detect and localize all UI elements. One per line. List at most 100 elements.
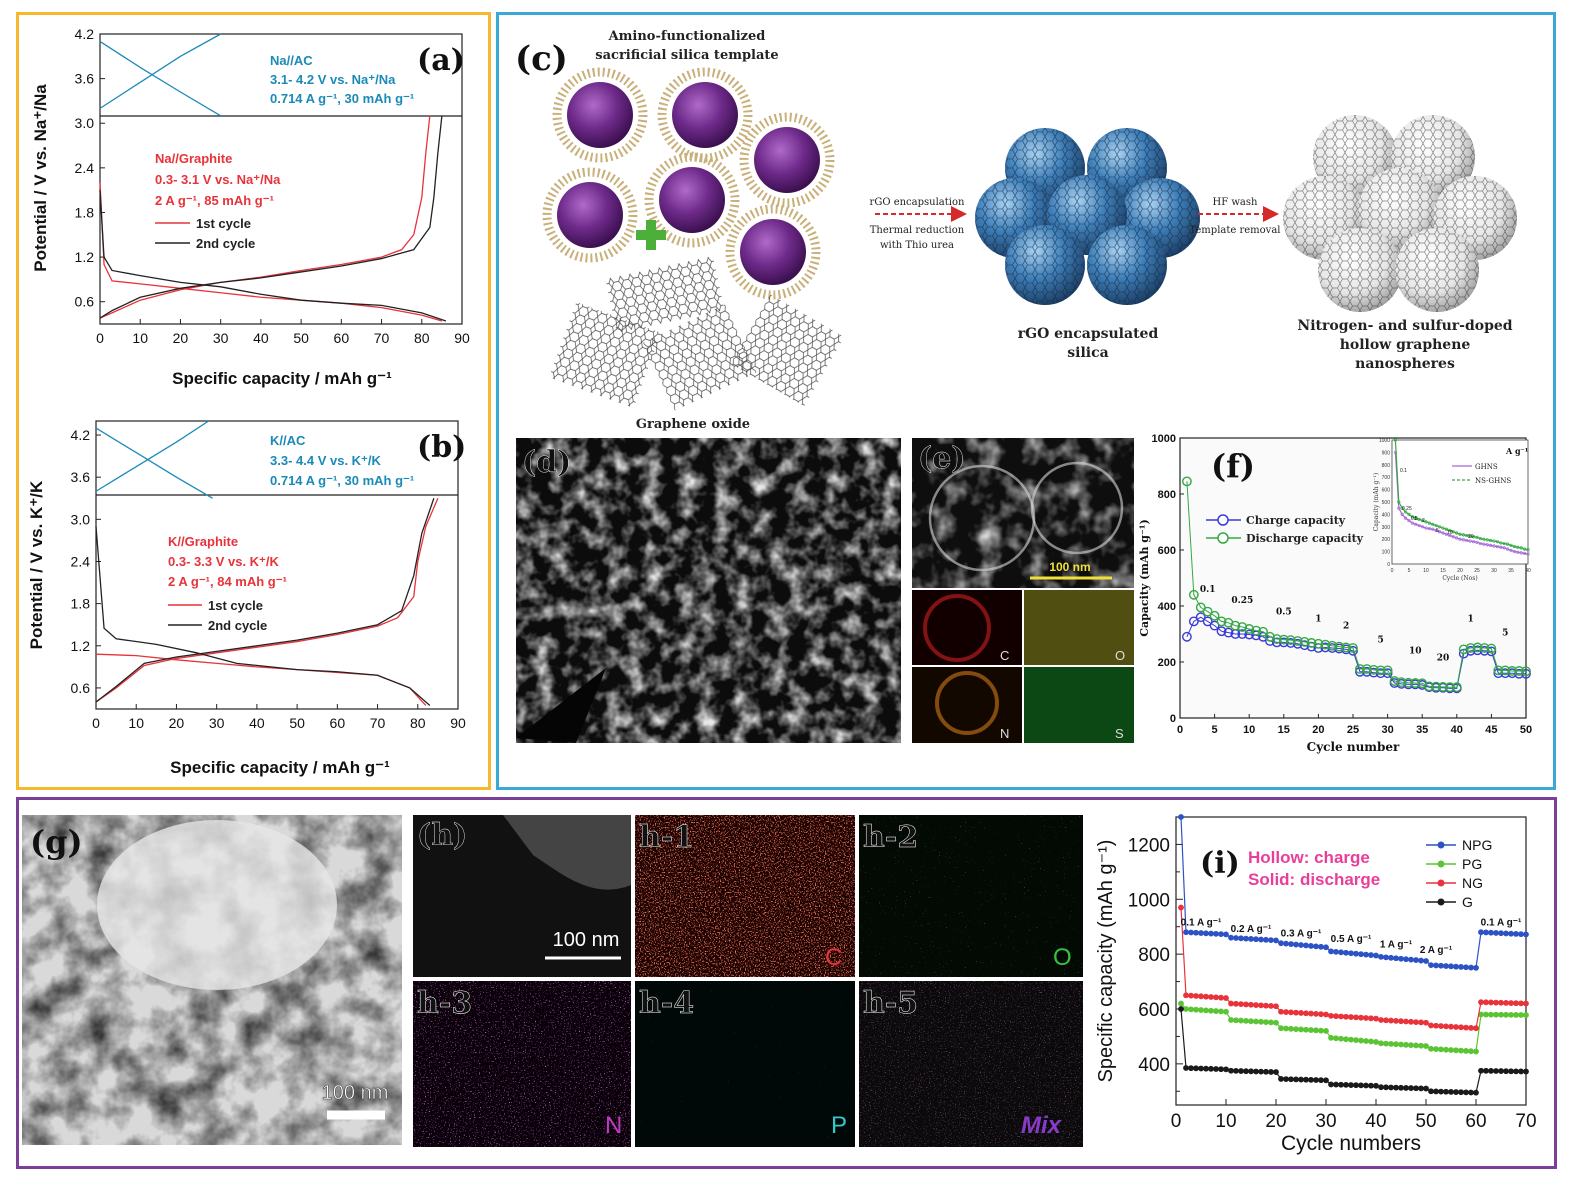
y-tick-label: 800 — [1158, 489, 1176, 501]
data-point — [1253, 1002, 1259, 1008]
inset-x-tick-label: 25 — [1474, 568, 1480, 574]
data-point — [1363, 1038, 1369, 1044]
data-point — [1273, 1019, 1279, 1026]
data-point — [1323, 944, 1329, 951]
data-point — [1453, 1024, 1459, 1030]
svg-text:Charge capacity: Charge capacity — [1246, 514, 1346, 527]
data-point — [1383, 1017, 1389, 1024]
data-point — [1448, 1047, 1454, 1053]
data-point — [1268, 1003, 1274, 1009]
inset-x-label: Cycle (Nos) — [1442, 575, 1477, 582]
data-point — [1216, 616, 1227, 627]
data-point — [1208, 994, 1214, 1000]
data-point — [1198, 1065, 1204, 1072]
y-tick-label: 600 — [1138, 1000, 1170, 1021]
inset-rate-label: 20 — [1468, 534, 1474, 540]
data-point — [1465, 643, 1476, 653]
data-point — [1298, 1010, 1304, 1016]
inset-y-tick-label: 0 — [1387, 562, 1390, 568]
y-tick-label: 400 — [1138, 1055, 1170, 1076]
legend-marker — [1437, 860, 1445, 868]
data-point — [1248, 936, 1254, 942]
annotation-solid: Solid: discharge — [1248, 870, 1380, 889]
inset-data-point — [1444, 527, 1449, 531]
data-point — [1398, 1018, 1404, 1025]
data-point — [1343, 949, 1349, 956]
data-point — [1338, 1081, 1344, 1088]
data-point — [1248, 1068, 1254, 1075]
data-point — [1293, 1026, 1299, 1033]
data-point — [1233, 1067, 1239, 1074]
data-point — [1178, 1000, 1184, 1007]
data-point — [1298, 1076, 1304, 1083]
hollow-graphene-spheres — [1283, 115, 1517, 312]
rate-label: 1 — [1315, 614, 1321, 624]
panel-e-scale: 100 nm — [1049, 560, 1090, 574]
x-tick-label: 50 — [1520, 724, 1532, 736]
data-point — [1298, 1026, 1304, 1033]
data-point — [1243, 1068, 1249, 1075]
data-point — [1248, 1018, 1254, 1025]
inset-data-point — [1444, 532, 1449, 536]
data-point — [1428, 1088, 1434, 1095]
data-point — [1293, 1076, 1299, 1083]
rate-label: 0.1 A g⁻¹ — [1181, 917, 1222, 928]
y-tick-label: 1.2 — [75, 249, 95, 265]
data-point — [1508, 1000, 1514, 1006]
data-point — [1438, 1023, 1444, 1029]
inset-data-point — [1526, 548, 1530, 552]
data-point — [1410, 678, 1421, 688]
data-point — [1318, 1011, 1324, 1018]
data-point — [1486, 643, 1497, 654]
data-point — [1373, 952, 1379, 959]
data-point — [1238, 935, 1244, 942]
inset-data-point — [1475, 535, 1479, 539]
data-point — [1483, 929, 1489, 936]
series-line-ac-discharge — [99, 40, 221, 117]
y-tick-label: 3.6 — [75, 71, 95, 87]
data-point — [1463, 964, 1469, 971]
data-point — [1353, 950, 1359, 957]
data-point — [1203, 1065, 1209, 1072]
legend-marker — [1437, 879, 1445, 887]
data-point — [1453, 1089, 1459, 1095]
data-point — [1223, 995, 1229, 1001]
x-tick-label: 30 — [1381, 724, 1393, 736]
inset-data-point — [1489, 538, 1493, 543]
data-point — [1358, 1037, 1364, 1044]
data-point — [1193, 1006, 1199, 1013]
y-tick-label: 2.4 — [75, 160, 95, 176]
data-point — [1313, 1010, 1319, 1017]
h2-element: O — [1053, 944, 1072, 971]
data-point — [1508, 1068, 1514, 1075]
panel-a-gr-line1: 0.3- 3.1 V vs. Na⁺/Na — [155, 172, 281, 187]
inset-data-point — [1431, 522, 1435, 526]
data-point — [1413, 1042, 1419, 1049]
data-point — [1283, 1025, 1289, 1032]
panel-a-ac-line1: 3.1- 4.2 V vs. Na⁺/Na — [270, 72, 396, 87]
map-o-label: O — [1115, 648, 1125, 663]
data-point — [1478, 929, 1484, 936]
data-point — [1263, 1002, 1269, 1009]
inset-data-point — [1427, 521, 1432, 525]
mid-label-1: rGO encapsulated — [1018, 326, 1159, 342]
inset-y-tick-label: 100 — [1382, 550, 1391, 556]
x-tick-label: 30 — [213, 330, 229, 346]
inset-data-point — [1512, 545, 1517, 549]
data-point — [1265, 631, 1275, 642]
y-tick-label: 4.2 — [71, 427, 91, 443]
rate-label: 10 — [1409, 647, 1422, 657]
inset-y-tick-label: 1000 — [1379, 438, 1390, 444]
data-point — [1271, 634, 1282, 644]
rate-label: 0.5 A g⁻¹ — [1331, 934, 1372, 945]
data-point — [1468, 1024, 1474, 1031]
inset-data-point — [1400, 512, 1404, 516]
inset-y-tick-label: 200 — [1382, 537, 1391, 543]
data-point — [1258, 631, 1268, 642]
series-line-2nd-cycle — [95, 498, 435, 703]
data-point — [1348, 643, 1358, 653]
inset-x-tick-label: 20 — [1457, 568, 1463, 574]
data-point — [1202, 616, 1213, 627]
data-point — [1208, 1065, 1214, 1072]
data-point — [1378, 1040, 1384, 1047]
